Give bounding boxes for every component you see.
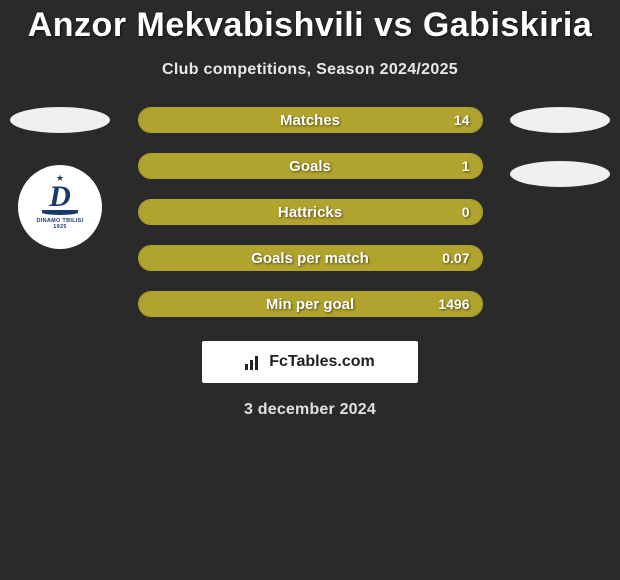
stat-label: Goals (289, 158, 331, 175)
player-photo-placeholder-right-1 (510, 107, 610, 133)
stat-label: Min per goal (266, 296, 354, 313)
club-badge-dinamo-tbilisi: ★ D DINAMO TBILISI 1925 (18, 165, 102, 249)
page-title: Anzor Mekvabishvili vs Gabiskiria (0, 6, 620, 45)
stat-row-goals-per-match: Goals per match 0.07 (138, 245, 483, 271)
brand-text: FcTables.com (269, 353, 375, 371)
player-photo-placeholder-right-2 (510, 161, 610, 187)
badge-club-name: DINAMO TBILISI 1925 (37, 218, 84, 230)
stat-row-matches: Matches 14 (138, 107, 483, 133)
stat-label: Goals per match (251, 250, 369, 267)
trend-arrow-icon (245, 364, 260, 366)
stat-value: 0 (462, 204, 470, 220)
player-photo-placeholder-left (10, 107, 110, 133)
infographic-container: Anzor Mekvabishvili vs Gabiskiria Club c… (0, 0, 620, 419)
stat-row-min-per-goal: Min per goal 1496 (138, 291, 483, 317)
stats-list: Matches 14 Goals 1 Hattricks 0 Goals per… (138, 107, 483, 317)
right-player-column (500, 107, 620, 215)
stat-row-goals: Goals 1 (138, 153, 483, 179)
brand-box[interactable]: FcTables.com (202, 341, 418, 383)
bar-chart-icon (245, 354, 265, 370)
stat-row-hattricks: Hattricks 0 (138, 199, 483, 225)
left-player-column: ★ D DINAMO TBILISI 1925 (0, 107, 120, 249)
body-area: ★ D DINAMO TBILISI 1925 Matches 14 Goal (0, 107, 620, 419)
stat-value: 0.07 (442, 250, 469, 266)
stat-value: 1 (462, 158, 470, 174)
badge-letter: D (49, 182, 71, 212)
stat-value: 1496 (438, 296, 469, 312)
stat-label: Matches (280, 112, 340, 129)
page-subtitle: Club competitions, Season 2024/2025 (0, 61, 620, 79)
date-line: 3 december 2024 (0, 401, 620, 419)
stat-value: 14 (454, 112, 470, 128)
stat-label: Hattricks (278, 204, 342, 221)
